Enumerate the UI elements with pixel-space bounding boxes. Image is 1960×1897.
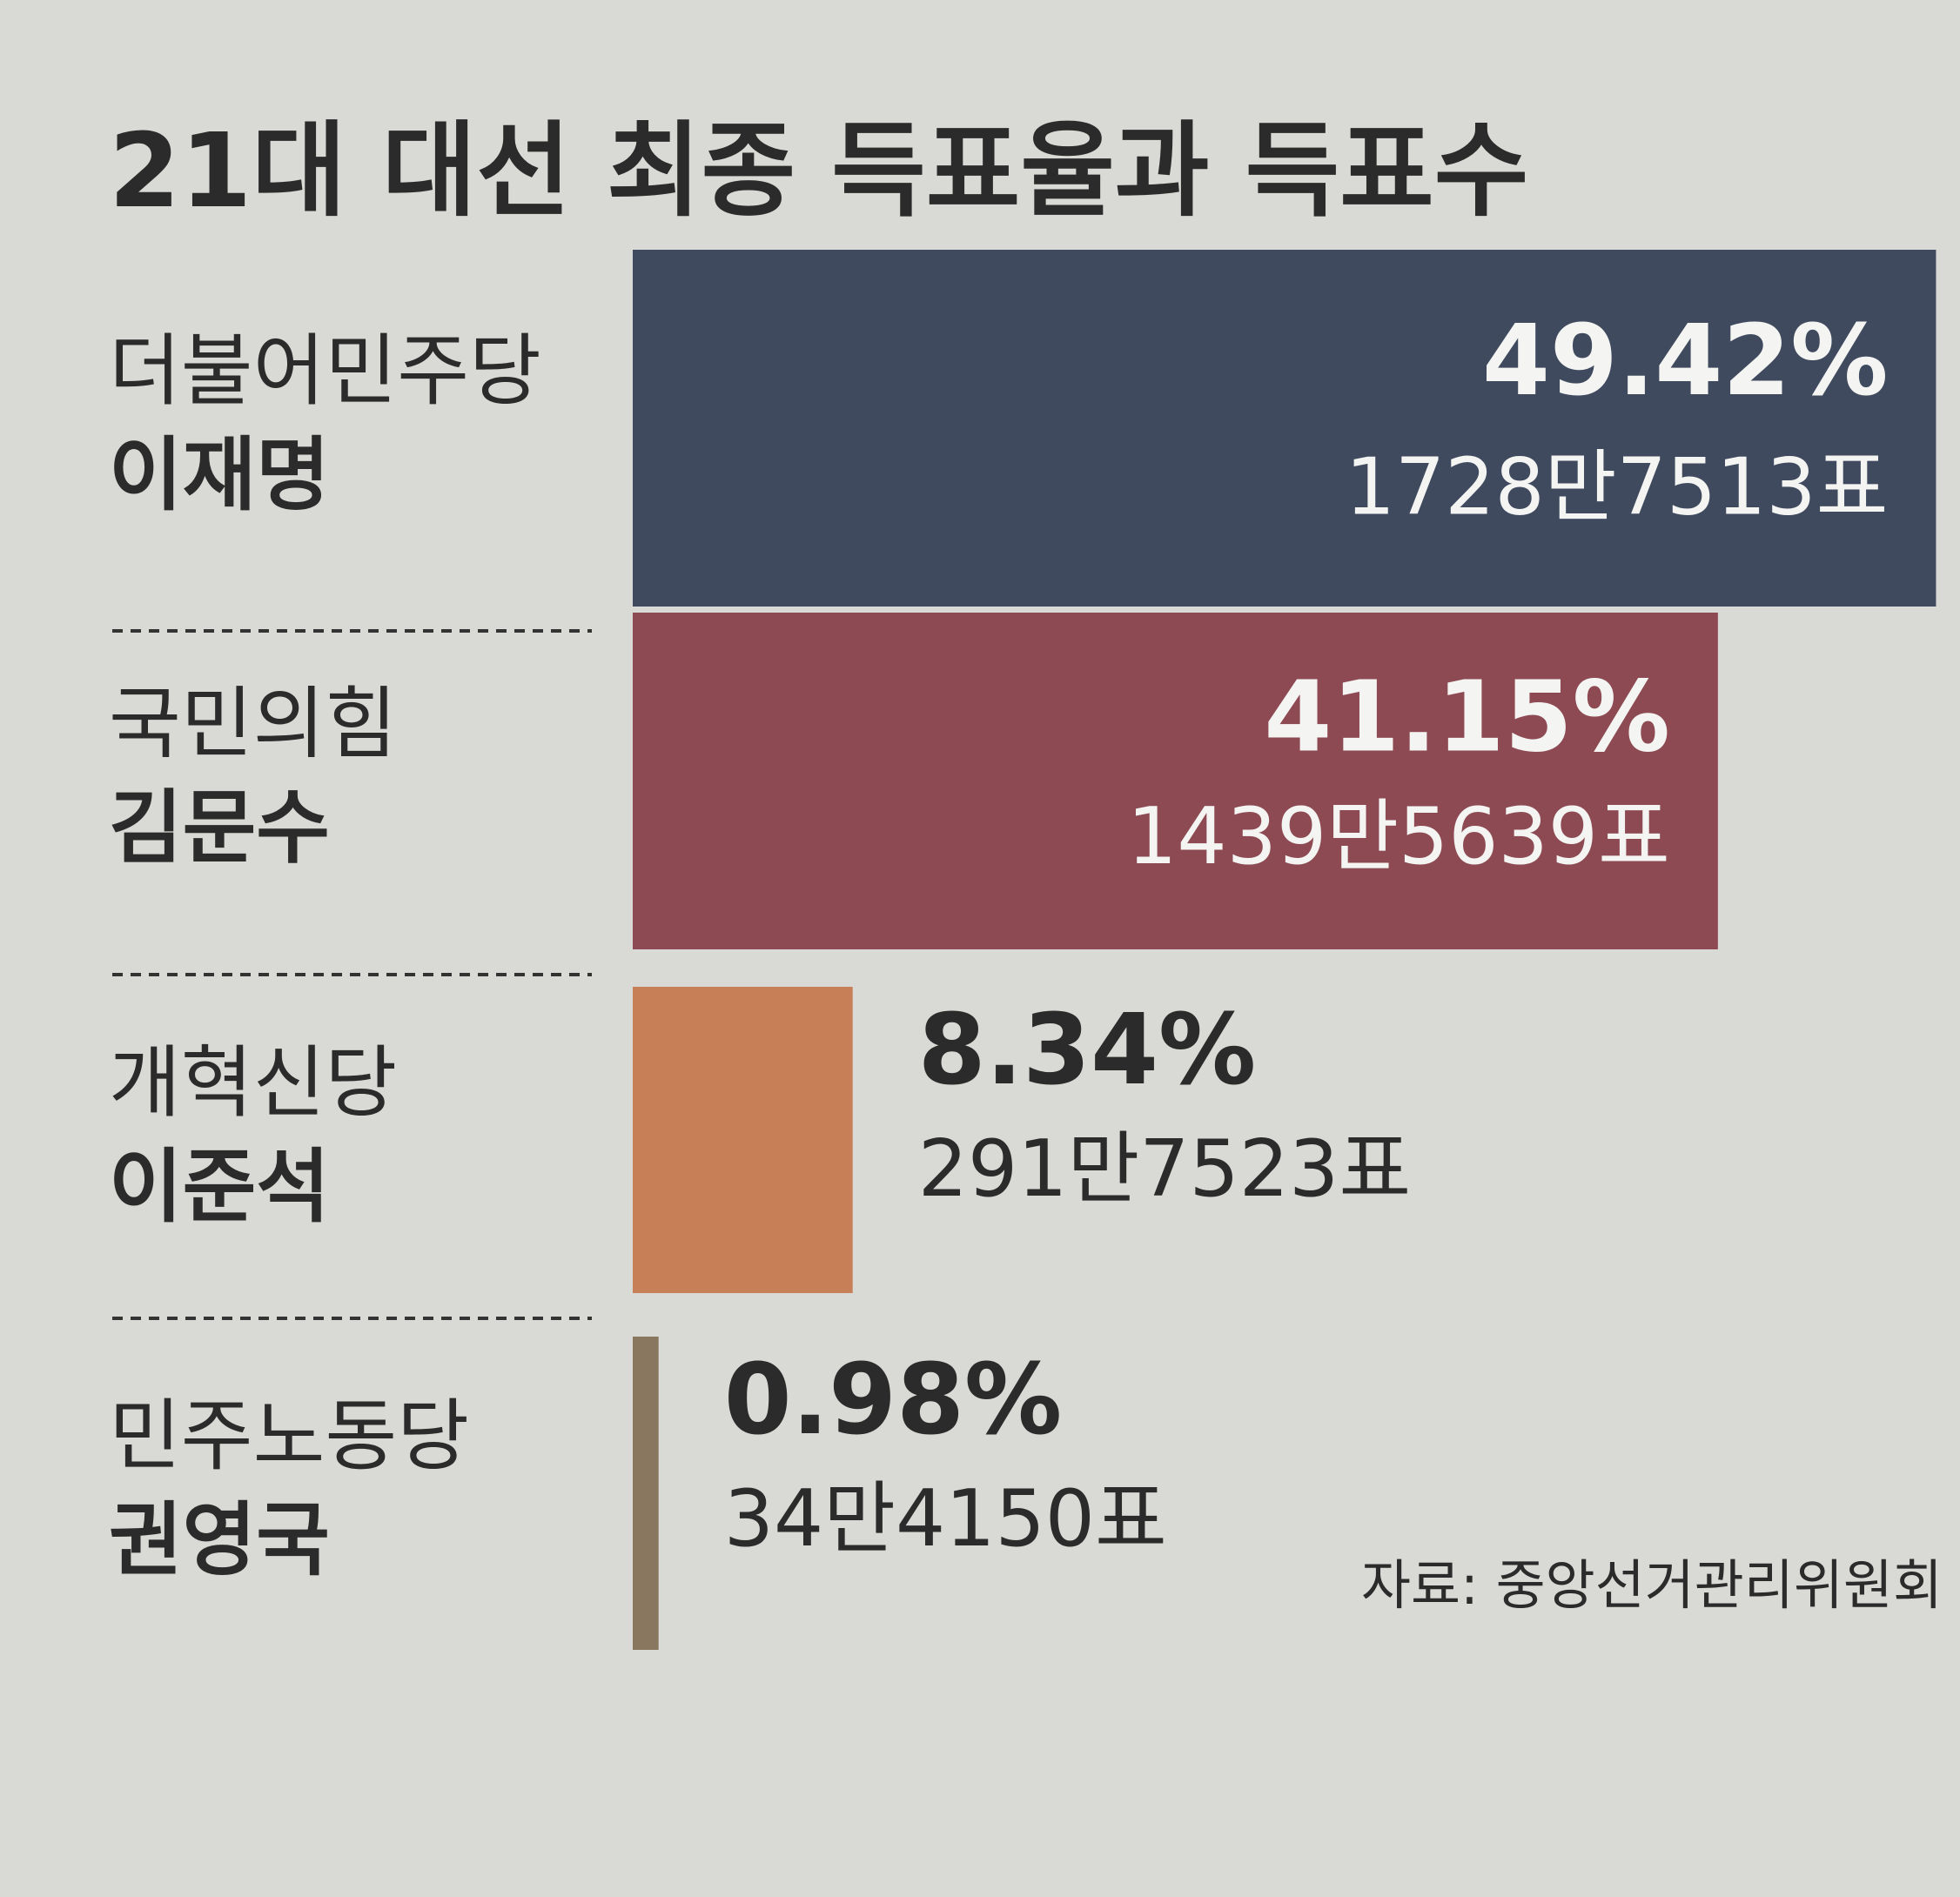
value-label: 41.15%	[1264, 660, 1669, 774]
candidate-label: 김문수	[109, 781, 330, 875]
vote-label: 291만7523표	[918, 1123, 1411, 1215]
vote-label: 1439만5639표	[1127, 791, 1670, 882]
value-label: 0.98%	[724, 1344, 1063, 1457]
candidate-label: 권영국	[109, 1493, 330, 1586]
bar	[633, 1337, 659, 1650]
bar	[633, 250, 1937, 607]
source-note: 자료: 중앙선거관리위원회	[1361, 1553, 1943, 1617]
vote-label: 34만4150표	[724, 1473, 1167, 1565]
vote-label: 1728만7513표	[1346, 442, 1889, 533]
bar	[633, 613, 1718, 949]
chart-title: 21대 대선 최종 득표율과 득표수	[109, 111, 1528, 231]
value-label: 8.34%	[918, 994, 1257, 1107]
value-label: 49.42%	[1482, 305, 1888, 418]
candidate-label: 이준석	[109, 1140, 330, 1233]
bar	[633, 987, 853, 1293]
party-label: 더불어민주당	[109, 325, 541, 417]
party-label: 민주노동당	[109, 1391, 469, 1482]
candidate-label: 이재명	[109, 428, 330, 521]
party-label: 국민의힘	[109, 678, 397, 769]
party-label: 개혁신당	[109, 1037, 397, 1129]
